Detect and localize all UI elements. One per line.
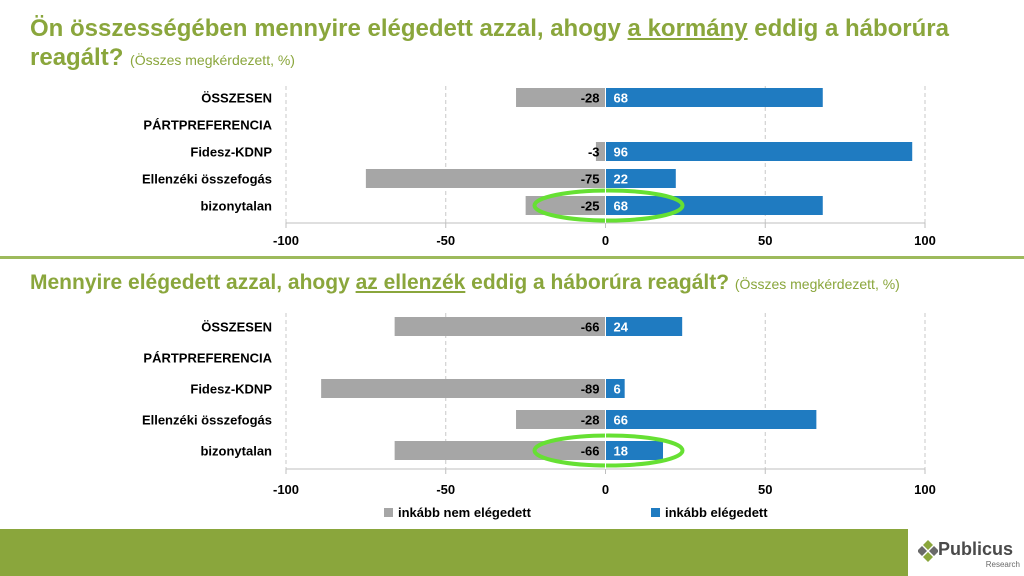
category-label: Ellenzéki összefogás xyxy=(142,172,272,187)
bar-not-satisfied xyxy=(595,142,606,161)
title-text: eddig a háborúra reagált? xyxy=(465,271,735,294)
bar-satisfied xyxy=(605,379,625,398)
title-emphasis: a kormány xyxy=(627,15,748,42)
logo-subtitle: Research xyxy=(985,560,1020,569)
legend-swatch xyxy=(651,508,660,517)
x-tick-label: 0 xyxy=(602,482,609,497)
category-label: PÁRTPREFERENCIA xyxy=(143,118,272,133)
x-tick-label: -50 xyxy=(436,233,455,248)
section-divider xyxy=(0,256,1024,259)
legend-label: inkább nem elégedett xyxy=(398,505,532,520)
category-label: Fidesz-KDNP xyxy=(190,145,272,160)
diamond-cluster-icon xyxy=(918,540,938,562)
legend-swatch xyxy=(384,508,393,517)
title-text: eddig a háborúra reagált? xyxy=(30,15,949,71)
bar-satisfied xyxy=(605,88,823,107)
highlight-ellipse xyxy=(532,188,685,223)
bar-satisfied xyxy=(605,317,683,336)
data-label-not-satisfied: -89 xyxy=(581,382,600,397)
category-label: PÁRTPREFERENCIA xyxy=(143,351,272,366)
data-label-not-satisfied: -28 xyxy=(581,413,600,428)
logo-wordmark: Publicus xyxy=(938,539,1014,559)
category-label: Ellenzéki összefogás xyxy=(142,413,272,428)
data-label-satisfied: 68 xyxy=(614,199,628,214)
legend-label: inkább elégedett xyxy=(665,505,768,520)
highlight-ellipse xyxy=(532,433,685,468)
category-label: ÖSSZESEN xyxy=(201,320,272,335)
publicus-logo: Publicus Research xyxy=(916,534,1024,574)
category-label: ÖSSZESEN xyxy=(201,91,272,106)
x-tick-label: 50 xyxy=(758,482,772,497)
x-tick-label: -100 xyxy=(273,233,299,248)
data-label-satisfied: 22 xyxy=(614,172,628,187)
x-tick-label: -50 xyxy=(436,482,455,497)
chart-title-government: Ön összességében mennyire elégedett azza… xyxy=(30,14,990,75)
chart-title-opposition: Mennyire elégedett azzal, ahogy az ellen… xyxy=(30,268,900,299)
data-label-not-satisfied: -3 xyxy=(588,145,600,160)
bar-satisfied xyxy=(605,410,817,429)
data-label-satisfied: 18 xyxy=(614,444,628,459)
data-label-satisfied: 68 xyxy=(614,91,628,106)
title-subtitle: (Összes megkérdezett, %) xyxy=(130,52,295,68)
bar-not-satisfied xyxy=(321,379,606,398)
data-label-satisfied: 66 xyxy=(614,413,628,428)
title-text: Mennyire elégedett azzal, ahogy xyxy=(30,271,356,294)
bar-satisfied xyxy=(605,441,664,460)
bar-not-satisfied xyxy=(516,88,606,107)
bar-satisfied xyxy=(605,142,913,161)
data-label-not-satisfied: -66 xyxy=(581,320,600,335)
bar-not-satisfied xyxy=(525,196,606,215)
x-tick-label: 50 xyxy=(758,233,772,248)
x-tick-label: 100 xyxy=(914,482,936,497)
category-label: bizonytalan xyxy=(200,444,272,459)
data-label-not-satisfied: -75 xyxy=(581,172,600,187)
data-label-not-satisfied: -66 xyxy=(581,444,600,459)
category-label: Fidesz-KDNP xyxy=(190,382,272,397)
bar-satisfied xyxy=(605,196,823,215)
bar-satisfied xyxy=(605,169,676,188)
x-tick-label: 100 xyxy=(914,233,936,248)
footer-bar xyxy=(0,529,908,576)
title-text: Ön összességében mennyire elégedett azza… xyxy=(30,15,628,42)
data-label-satisfied: 24 xyxy=(614,320,629,335)
data-label-satisfied: 96 xyxy=(614,145,628,160)
data-label-not-satisfied: -28 xyxy=(581,91,600,106)
bar-not-satisfied xyxy=(394,441,606,460)
category-label: bizonytalan xyxy=(200,199,272,214)
bar-not-satisfied xyxy=(365,169,606,188)
bar-not-satisfied xyxy=(516,410,606,429)
data-label-not-satisfied: -25 xyxy=(581,199,600,214)
title-emphasis: az ellenzék xyxy=(355,271,466,294)
data-label-satisfied: 6 xyxy=(614,382,621,397)
bar-not-satisfied xyxy=(394,317,606,336)
x-tick-label: -100 xyxy=(273,482,299,497)
x-tick-label: 0 xyxy=(602,233,609,248)
title-subtitle: (Összes megkérdezett, %) xyxy=(734,276,900,292)
